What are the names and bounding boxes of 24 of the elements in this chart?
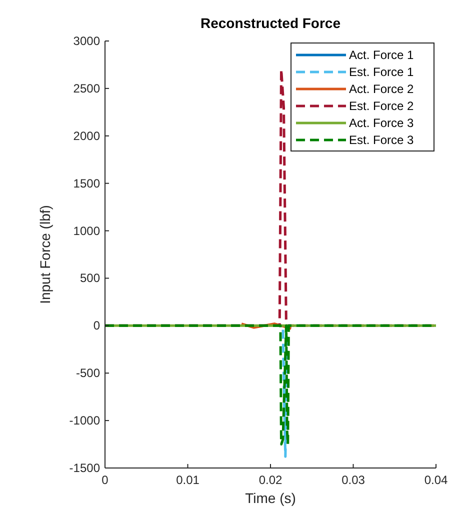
y-tick-label: 0 [93,318,100,333]
y-tick-label: 2500 [73,81,100,96]
legend-label: Est. Force 2 [349,99,414,113]
x-tick-label: 0 [102,473,109,487]
x-tick-label: 0.02 [258,473,282,487]
legend-label: Act. Force 1 [349,48,414,62]
legend-label: Act. Force 2 [349,82,414,96]
chart-title: Reconstructed Force [200,15,341,31]
x-tick-label: 0.04 [424,473,448,487]
y-tick-label: -500 [76,366,100,380]
y-tick-label: -1000 [69,414,100,428]
legend-label: Est. Force 3 [349,133,414,147]
y-axis-title: Input Force (lbf) [37,205,53,304]
x-tick-label: 0.01 [176,473,200,487]
y-tick-label: 1000 [73,224,100,238]
y-tick-label: -1500 [69,461,100,475]
y-tick-label: 3000 [73,34,100,48]
y-tick-label: 2000 [73,128,100,143]
y-tick-label: 1500 [73,176,100,190]
legend-label: Act. Force 3 [349,116,414,130]
legend-label: Est. Force 1 [349,65,414,79]
x-axis-title: Time (s) [245,490,296,506]
x-tick-label: 0.03 [342,473,366,487]
y-tick-label: 500 [80,271,100,286]
